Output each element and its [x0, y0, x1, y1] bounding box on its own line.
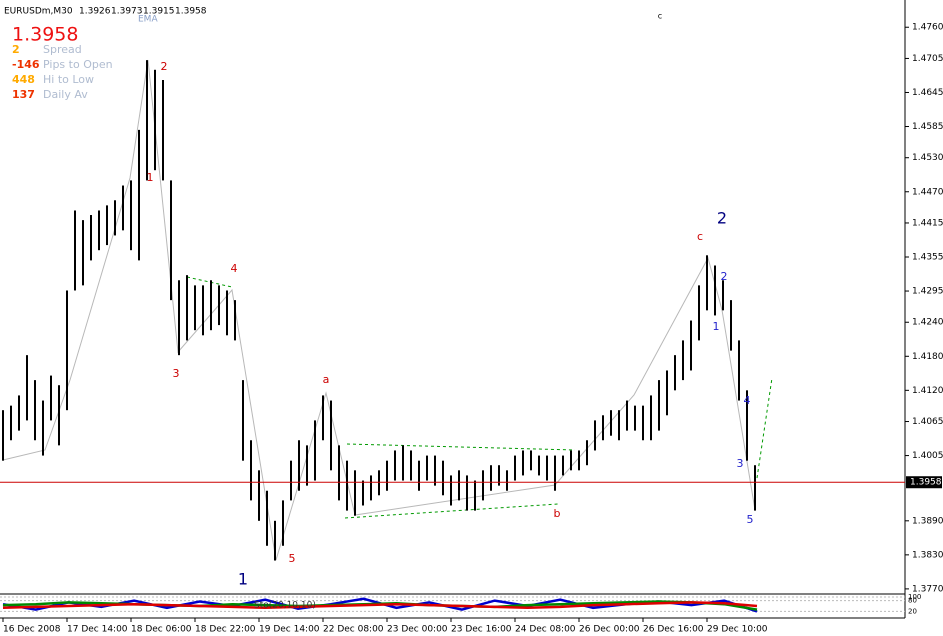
indicator-tick-label: 20 — [908, 607, 917, 615]
info-label: Daily Av — [43, 88, 88, 101]
y-tick-label: 1.4705 — [912, 54, 943, 64]
indicator-line — [2, 601, 758, 610]
y-tick-label: 1.4470 — [912, 187, 943, 197]
wave-label: 2 — [717, 209, 727, 228]
info-value: 137 — [12, 88, 35, 101]
quote-value: 1.3958 — [175, 7, 207, 17]
x-tick-label: 23 Dec 16:00 — [451, 625, 512, 635]
quote-value: 1.3973 — [111, 7, 143, 17]
chart-title: EURUSDm,M30 — [4, 7, 73, 17]
y-tick-label: 1.4760 — [912, 23, 943, 33]
wave-label: 5 — [747, 513, 754, 526]
wave-label: 1 — [238, 570, 248, 589]
indicator-tick-label: 80 — [908, 597, 917, 605]
quote-value: 1.3915 — [143, 7, 175, 17]
trend-lines — [186, 276, 773, 519]
info-label: Hi to Low — [43, 73, 94, 86]
y-tick-label: 1.3830 — [912, 550, 943, 560]
x-tick-label: 26 Dec 00:00 — [579, 625, 640, 635]
trend-line — [346, 443, 576, 451]
y-tick-label: 1.4585 — [912, 122, 943, 132]
price-tag-label: 1.3958 — [910, 478, 942, 488]
x-tick-label: 24 Dec 08:00 — [515, 625, 576, 635]
wave-label: 2 — [721, 270, 728, 283]
wave-label: c — [658, 12, 662, 21]
quote-value: 1.3926 — [79, 7, 111, 17]
wave-label: 5 — [289, 552, 296, 565]
y-tick-label: 1.4240 — [912, 318, 943, 328]
x-tick-label: 22 Dec 08:00 — [323, 625, 384, 635]
wave-label: b — [554, 507, 561, 520]
wave-label: 1 — [713, 320, 720, 333]
y-tick-label: 1.4180 — [912, 352, 943, 362]
x-tick-label: 18 Dec 22:00 — [195, 625, 256, 635]
indicator-tick-label: 100 — [908, 593, 921, 601]
y-tick-label: 1.4120 — [912, 386, 943, 396]
x-tick-label: 17 Dec 14:00 — [67, 625, 128, 635]
wave-label: c — [697, 230, 703, 243]
wave-label: a — [323, 373, 330, 386]
indicator-label: Sto(20,10,10) — [254, 601, 316, 611]
info-value: 2 — [12, 43, 20, 56]
x-tick-label: 29 Dec 10:00 — [707, 625, 768, 635]
x-tick-label: 26 Dec 16:00 — [643, 625, 704, 635]
wave-label: 4 — [231, 262, 238, 275]
wave-label: 1 — [147, 171, 154, 184]
info-label: Spread — [43, 43, 82, 56]
last-price: 1.3958 — [12, 24, 78, 46]
y-tick-label: 1.4530 — [912, 153, 943, 163]
trend-line — [756, 377, 773, 479]
trend-line — [186, 276, 233, 288]
ema-label: EMA — [138, 15, 158, 25]
x-tick-label: 16 Dec 2008 — [3, 625, 61, 635]
info-label: Pips to Open — [43, 58, 113, 71]
y-tick-label: 1.4415 — [912, 218, 943, 228]
wave-label: 3 — [737, 457, 744, 470]
y-tick-label: 1.4065 — [912, 417, 943, 427]
info-value: -146 — [12, 58, 40, 71]
wave-label: 3 — [173, 367, 180, 380]
y-tick-label: 1.4355 — [912, 253, 943, 263]
info-value: 448 — [12, 73, 35, 86]
y-tick-label: 1.3770 — [912, 584, 943, 594]
x-tick-label: 18 Dec 06:00 — [131, 625, 192, 635]
y-tick-label: 1.4005 — [912, 451, 943, 461]
x-tick-label: 19 Dec 14:00 — [259, 625, 320, 635]
wave-label: 2 — [161, 60, 168, 73]
wave-label: 4 — [744, 394, 751, 407]
price-tag — [906, 476, 942, 489]
x-tick-label: 23 Dec 00:00 — [387, 625, 448, 635]
y-tick-label: 1.4295 — [912, 287, 943, 297]
y-tick-label: 1.4645 — [912, 88, 943, 98]
y-tick-label: 1.3890 — [912, 516, 943, 526]
